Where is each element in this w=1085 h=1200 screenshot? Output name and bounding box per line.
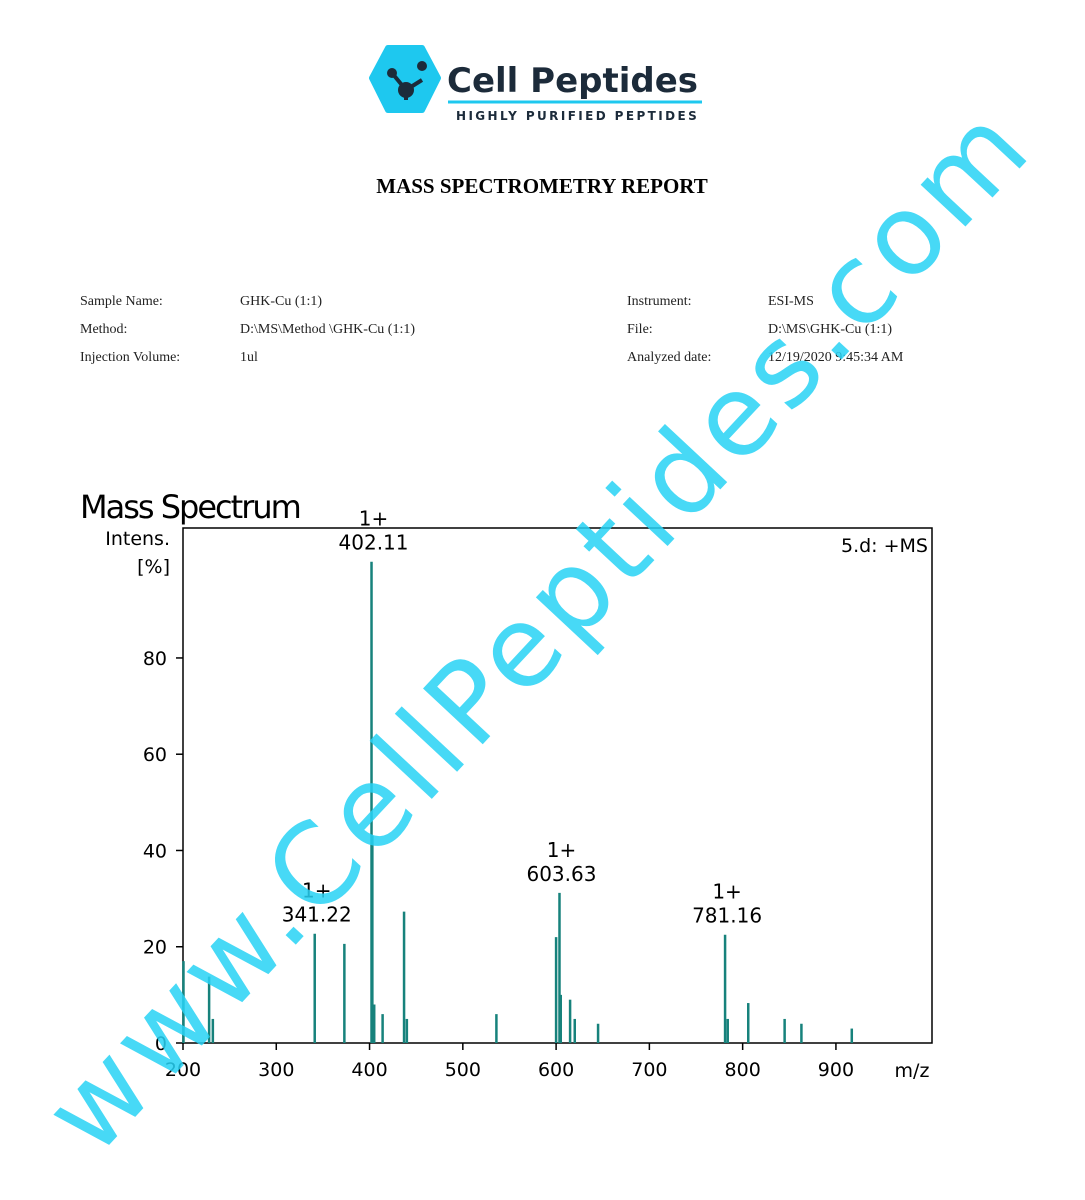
- info-block: Sample Name: GHK-Cu (1:1) Method: D:\MS\Met…: [80, 294, 904, 365]
- info-value: 1ul: [240, 350, 258, 365]
- info-label: Instrument:: [627, 294, 692, 309]
- info-label: Analyzed date:: [627, 350, 711, 365]
- chart-title: Mass Spectrum: [80, 488, 300, 526]
- info-value: ESI-MS: [768, 294, 814, 309]
- info-label: Method:: [80, 322, 127, 337]
- x-tick-label: 400: [351, 1059, 387, 1081]
- watermark: www.CellPeptides.com: [20, 80, 1057, 1179]
- logo-icon: [369, 45, 441, 113]
- x-tick-label: 700: [631, 1059, 667, 1081]
- info-value: 12/19/2020 9:45:34 AM: [768, 350, 904, 365]
- info-label: File:: [627, 322, 653, 337]
- y-axis-label: Intens.: [105, 528, 170, 550]
- peak-charge: 1+: [547, 838, 576, 862]
- peak-label: 402.11: [339, 531, 409, 555]
- y-tick-label: 20: [143, 937, 167, 959]
- info-value: GHK-Cu (1:1): [240, 294, 322, 309]
- x-tick-label: 300: [258, 1059, 294, 1081]
- info-label: Injection Volume:: [80, 350, 180, 365]
- y-tick-label: 0: [155, 1033, 167, 1055]
- y-axis-label: [%]: [137, 556, 170, 578]
- x-tick-label: 800: [725, 1059, 761, 1081]
- y-tick-label: 40: [143, 840, 167, 862]
- logo: Cell Peptides HIGHLY PURIFIED PEPTIDES: [369, 45, 702, 123]
- info-value: D:\MS\GHK-Cu (1:1): [768, 322, 892, 337]
- x-axis-label: m/z: [895, 1060, 930, 1082]
- x-tick-label: 900: [818, 1059, 854, 1081]
- tagline: HIGHLY PURIFIED PEPTIDES: [456, 109, 699, 123]
- peak-charge: 1+: [302, 879, 331, 903]
- x-tick-label: 200: [165, 1059, 201, 1081]
- peak-label: 781.16: [692, 904, 762, 928]
- spectrum-label: 5.d: +MS: [841, 535, 928, 557]
- y-tick-label: 80: [143, 648, 167, 670]
- y-tick-label: 60: [143, 744, 167, 766]
- x-tick-label: 500: [445, 1059, 481, 1081]
- peak-charge: 1+: [712, 880, 741, 904]
- brand: Cell Peptides: [447, 61, 698, 101]
- x-tick-label: 600: [538, 1059, 574, 1081]
- info-value: D:\MS\Method \GHK-Cu (1:1): [240, 322, 415, 337]
- info-label: Sample Name:: [80, 294, 163, 309]
- report-title: MASS SPECTROMETRY REPORT: [376, 174, 707, 198]
- peak-label: 603.63: [526, 862, 596, 886]
- plot-frame: [182, 527, 933, 1044]
- peak-charge: 1+: [359, 507, 388, 531]
- peak-label: 341.22: [282, 903, 352, 927]
